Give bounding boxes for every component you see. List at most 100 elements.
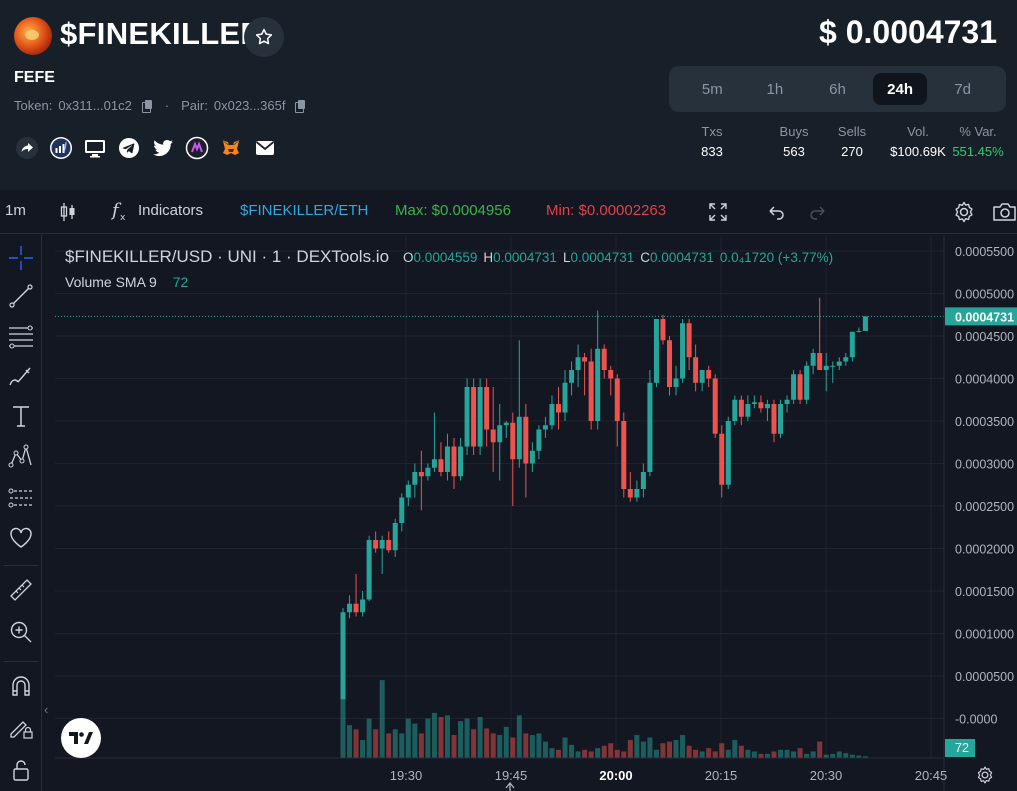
candle-body	[542, 425, 548, 430]
volume-bar	[569, 744, 575, 758]
heart-icon[interactable]	[8, 525, 34, 551]
redo-icon[interactable]	[808, 202, 828, 226]
plot-area[interactable]	[55, 236, 944, 758]
axis-settings-icon[interactable]	[975, 765, 995, 790]
timeframe-24h[interactable]: 24h	[873, 73, 928, 105]
candle-body	[647, 382, 653, 472]
candle-body	[529, 450, 535, 464]
price-tick-label: 0.0003500	[955, 415, 1014, 429]
candle-body	[660, 319, 666, 341]
undo-icon[interactable]	[766, 202, 786, 226]
stat-value: $100.69K	[890, 144, 946, 159]
last-price-label-box	[945, 307, 1017, 326]
timeframe-7d[interactable]: 7d	[954, 80, 972, 98]
stat-value: 833	[701, 144, 723, 159]
candle-body	[621, 421, 627, 489]
candle-body	[634, 489, 640, 498]
candle-body	[464, 387, 470, 447]
volume-bar	[386, 733, 392, 758]
favorite-button[interactable]	[244, 17, 284, 57]
legend-h-label: H	[483, 250, 494, 265]
camera-icon[interactable]	[992, 201, 1017, 227]
volume-bar	[347, 725, 353, 758]
pair-switch-button[interactable]: $FINEKILLER/ETH	[240, 202, 369, 219]
pair-address: 0x023...365f	[213, 98, 286, 113]
candle-body	[595, 348, 601, 421]
lock-icon[interactable]	[8, 757, 34, 783]
crosshair-icon[interactable]	[8, 245, 34, 271]
indicators-button[interactable]: Indicators	[138, 202, 204, 219]
magnet-icon[interactable]	[8, 673, 34, 699]
candle-body	[680, 323, 686, 379]
metamask-icon[interactable]	[218, 135, 244, 161]
candle-body	[412, 472, 418, 485]
settings-icon[interactable]	[952, 200, 976, 228]
pair-address-label: Pair:	[181, 98, 208, 113]
volume-legend-label: Volume SMA 9	[65, 274, 157, 290]
email-icon[interactable]	[252, 135, 278, 161]
fullscreen-icon[interactable]	[708, 202, 728, 226]
dextools-icon[interactable]	[184, 135, 210, 161]
volume-bar	[471, 729, 477, 758]
telegram-icon[interactable]	[116, 135, 142, 161]
volume-bar	[392, 729, 398, 758]
timeframe-6h[interactable]: 6h	[829, 80, 846, 98]
ruler-icon[interactable]	[8, 577, 34, 603]
volume-bar	[667, 741, 672, 758]
candle-body	[405, 484, 411, 498]
volume-bar	[503, 726, 509, 758]
candle-body	[490, 429, 496, 443]
candle-body	[555, 404, 561, 413]
candle-body	[706, 370, 712, 379]
volume-bar	[647, 737, 653, 758]
candle-body	[673, 378, 679, 387]
candle-body	[399, 497, 405, 523]
stat-label: Vol.	[907, 124, 929, 139]
price-chart[interactable]: 0.0005500 0.0005000 0.0004500 0.0004000 0.00…	[0, 190, 1017, 791]
scroll-arrow-icon[interactable]	[505, 781, 515, 791]
volume-bar	[373, 729, 379, 758]
share-icon[interactable]	[14, 135, 40, 161]
trend-line-icon[interactable]	[8, 283, 34, 309]
stat-value: 551.45%	[952, 144, 1004, 159]
tradingview-logo[interactable]	[61, 718, 101, 758]
twitter-icon[interactable]	[150, 135, 176, 161]
volume-bar	[621, 751, 627, 758]
lock-drawing-icon[interactable]	[8, 715, 34, 741]
stat-label: Txs	[701, 124, 723, 139]
collapse-toolbar-icon[interactable]: ‹	[44, 702, 49, 717]
fib-icon[interactable]	[8, 485, 34, 511]
text-icon[interactable]	[8, 403, 34, 429]
stat-volume: Vol. $100.69K	[882, 124, 954, 159]
volume-bar	[836, 751, 842, 758]
volume-bar	[862, 756, 868, 758]
timeframe-5m[interactable]: 5m	[701, 80, 723, 98]
volume-bar	[693, 749, 699, 758]
brush-icon[interactable]	[8, 363, 34, 389]
volume-bar	[497, 735, 503, 758]
website-icon[interactable]	[82, 135, 108, 161]
volume-bar	[856, 755, 862, 758]
candle-body	[431, 459, 437, 468]
candle-body	[784, 399, 790, 404]
zoom-in-icon[interactable]	[8, 619, 34, 645]
volume-bar	[614, 749, 620, 758]
copy-icon[interactable]	[295, 99, 306, 113]
price-tick-label: 0.0005000	[955, 288, 1014, 302]
volume-bar	[778, 749, 784, 758]
candle-body	[732, 399, 738, 421]
volume-bar	[516, 715, 522, 758]
volume-label-box	[945, 739, 975, 757]
last-price-label: 0.0004731	[955, 310, 1014, 324]
timeframe-1h[interactable]: 1h	[766, 80, 784, 98]
horizontal-lines-icon[interactable]	[8, 323, 34, 349]
volume-legend: Volume SMA 9 72	[65, 274, 188, 290]
candle-type-icon[interactable]	[59, 201, 77, 227]
volume-bar	[340, 680, 346, 758]
interval-button[interactable]: 1m	[5, 202, 26, 219]
etherscan-icon[interactable]	[48, 135, 74, 161]
pattern-icon[interactable]	[8, 443, 34, 469]
copy-icon[interactable]	[141, 99, 153, 113]
